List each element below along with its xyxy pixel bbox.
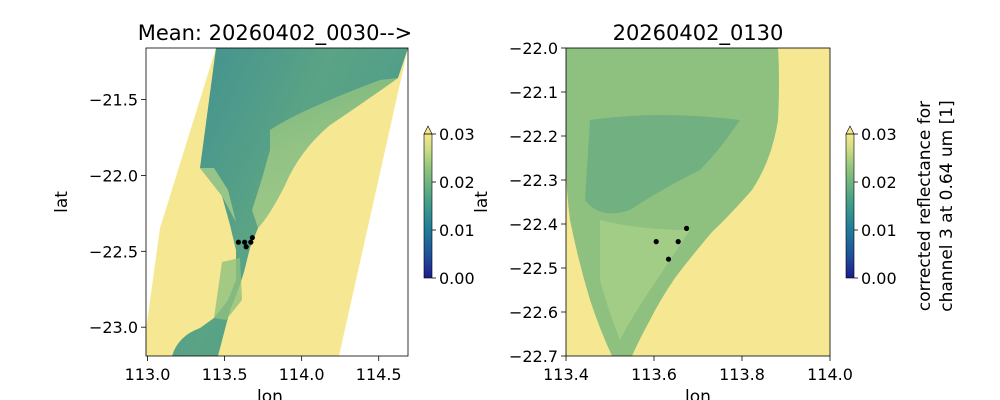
x-tick-label: 113.6: [631, 365, 677, 384]
right-y-axis-label: lat: [472, 191, 492, 213]
left-points: [235, 235, 255, 250]
station-point: [242, 239, 248, 245]
left-water-region: [172, 48, 408, 356]
right-axes-frame: [565, 47, 831, 357]
x-tick-label: 113.0: [125, 365, 171, 384]
station-point: [675, 239, 681, 245]
x-tick-label: 113.8: [719, 365, 765, 384]
right-colorbar-fill: [846, 134, 854, 278]
right-colorbar-extend-arrow: [845, 125, 855, 135]
y-tick-label: −22.7: [509, 347, 558, 366]
left-heatmap-image: [146, 48, 408, 356]
left-colorbar-ticks: 0.00 0.01 0.02 0.03: [432, 125, 475, 288]
colorbar-tick-label: 0.01: [861, 221, 897, 240]
x-tick-label: 114.5: [356, 365, 402, 384]
left-south-channel: [214, 258, 242, 320]
right-shallow-patch: [600, 220, 690, 340]
right-x-ticks: 113.4 113.6 113.8 114.0: [543, 356, 853, 384]
colorbar-tick-label: 0.02: [439, 173, 475, 192]
colorbar-tick-label: 0.03: [439, 125, 475, 144]
x-tick-label: 113.5: [202, 365, 248, 384]
y-tick-label: −23.0: [89, 318, 138, 337]
colorbar-tick-label: 0.01: [439, 221, 475, 240]
station-point: [243, 244, 249, 250]
right-chart-title: 20260402_0130: [613, 21, 784, 46]
left-y-ticks: −21.5 −22.0 −22.5 −23.0: [89, 91, 146, 337]
right-deep-patch: [585, 115, 740, 214]
right-points: [653, 225, 690, 262]
station-point: [683, 225, 690, 231]
y-tick-label: −22.6: [509, 303, 558, 322]
left-map-panel: 113.0 113.5 114.0 114.5 −21.5 −22.0 −22.5 −23.…: [52, 21, 475, 400]
y-tick-label: −21.5: [89, 91, 138, 110]
colorbar-label-line: corrected reflectance for: [915, 101, 935, 311]
left-west-band: [200, 168, 236, 222]
y-tick-label: −22.4: [509, 215, 558, 234]
x-tick-label: 114.0: [279, 365, 325, 384]
y-tick-label: −22.5: [509, 259, 558, 278]
station-point: [235, 239, 242, 245]
left-y-axis-label: lat: [52, 191, 72, 213]
y-tick-label: −22.2: [509, 127, 558, 146]
left-x-ticks: 113.0 113.5 114.0 114.5: [125, 356, 402, 384]
right-colorbar-ticks: 0.00 0.01 0.02 0.03: [854, 125, 897, 288]
right-colorbar-frame: [845, 133, 855, 279]
colorbar-tick-label: 0.00: [439, 269, 475, 288]
colorbar-tick-label: 0.02: [861, 173, 897, 192]
left-nearshore-band: [252, 78, 398, 228]
right-colorbar: 0.00 0.01 0.02 0.03 corrected reflectance f…: [845, 100, 957, 312]
x-tick-label: 113.4: [543, 365, 589, 384]
colorbar-tick-label: 0.00: [861, 269, 897, 288]
left-colorbar-extend-arrow: [423, 125, 433, 135]
x-tick-label: 114.0: [807, 365, 853, 384]
colorbar-tick-label: 0.03: [861, 125, 897, 144]
station-point: [653, 239, 659, 245]
y-tick-label: −22.5: [89, 242, 138, 261]
y-tick-label: −22.3: [509, 171, 558, 190]
right-heatmap-image: [566, 48, 830, 356]
left-x-axis-label: lon: [257, 387, 283, 400]
station-point: [665, 256, 672, 262]
left-chart-title: Mean: 20260402_0030-->: [138, 21, 413, 46]
y-tick-label: −22.1: [509, 83, 558, 102]
left-colorbar-frame: [423, 133, 433, 279]
right-y-ticks: −22.0 −22.1 −22.2 −22.3 −22.4 −22.5 −22.6 −22.7: [509, 39, 566, 366]
colorbar-label-line: channel 3 at 0.64 um [1]: [937, 100, 957, 311]
left-colorbar: 0.00 0.01 0.02 0.03: [423, 125, 475, 288]
right-map-panel: 113.4 113.6 113.8 114.0 −22.0−22.1−22.2−22.…: [472, 21, 957, 400]
right-x-axis-label: lon: [685, 387, 711, 400]
right-colorbar-label: corrected reflectance for channel 3 at 0.…: [915, 100, 957, 311]
station-point: [249, 235, 255, 241]
left-axes-frame: [145, 47, 409, 357]
station-point: [248, 239, 254, 245]
left-colorbar-fill: [424, 134, 432, 278]
y-tick-label: −22.0: [89, 166, 138, 185]
y-tick-label: −22.0: [509, 39, 558, 58]
